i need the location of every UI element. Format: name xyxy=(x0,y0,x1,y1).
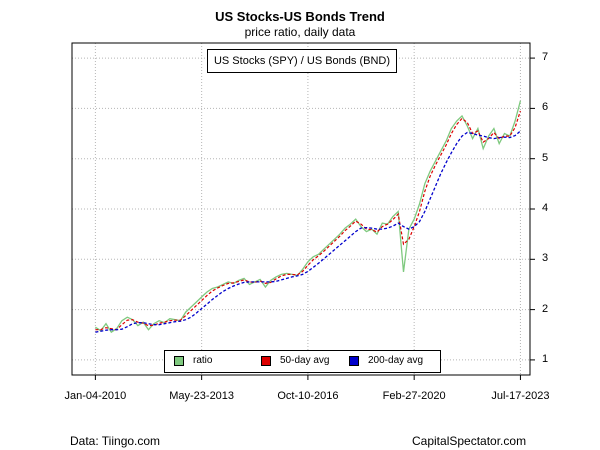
chart-subtitle: price ratio, daily data xyxy=(244,25,356,39)
footer-credit: CapitalSpectator.com xyxy=(412,434,527,448)
legend-swatch-200-day xyxy=(349,355,359,366)
legend-item-50-day: 50-day avg xyxy=(261,355,329,366)
legend-item-200-day: 200-day avg xyxy=(349,355,423,366)
y-tick-label-0: 1 xyxy=(542,352,549,365)
y-tick-label-2: 3 xyxy=(542,252,549,265)
x-tick-label-0: Jan-04-2010 xyxy=(64,390,127,402)
series-label-box: US Stocks (SPY) / US Bonds (BND) xyxy=(207,49,397,73)
y-tick-label-3: 4 xyxy=(542,202,549,214)
y-tick-label-1: 2 xyxy=(542,302,549,315)
y-tick-label-4: 5 xyxy=(542,151,549,164)
x-tick-label-1: May-23-2013 xyxy=(169,390,235,402)
legend-swatch-50-day xyxy=(261,355,271,366)
legend-label-50-day: 50-day avg xyxy=(280,355,330,366)
series-line-50-day-avg xyxy=(95,110,521,331)
legend-label-200-day: 200-day avg xyxy=(368,355,424,366)
y-tick-label-6: 7 xyxy=(542,51,549,64)
series-label-text: US Stocks (SPY) / US Bonds (BND) xyxy=(213,55,391,67)
series-line-200-day-avg xyxy=(95,130,521,333)
footer-source: Data: Tiingo.com xyxy=(70,434,161,448)
x-tick-label-3: Feb-27-2020 xyxy=(382,390,446,402)
x-tick-label-2: Oct-10-2016 xyxy=(277,390,339,402)
series-line-ratio xyxy=(95,100,522,334)
x-tick-label-4: Jul-17-2023 xyxy=(491,390,550,402)
legend-label-ratio: ratio xyxy=(193,355,213,366)
chart-title: US Stocks-US Bonds Trend xyxy=(215,9,385,24)
legend: ratio 50-day avg 200-day avg xyxy=(164,350,441,373)
y-tick-label-5: 6 xyxy=(542,101,549,114)
legend-item-ratio: ratio xyxy=(174,355,212,366)
legend-swatch-ratio xyxy=(174,355,184,366)
